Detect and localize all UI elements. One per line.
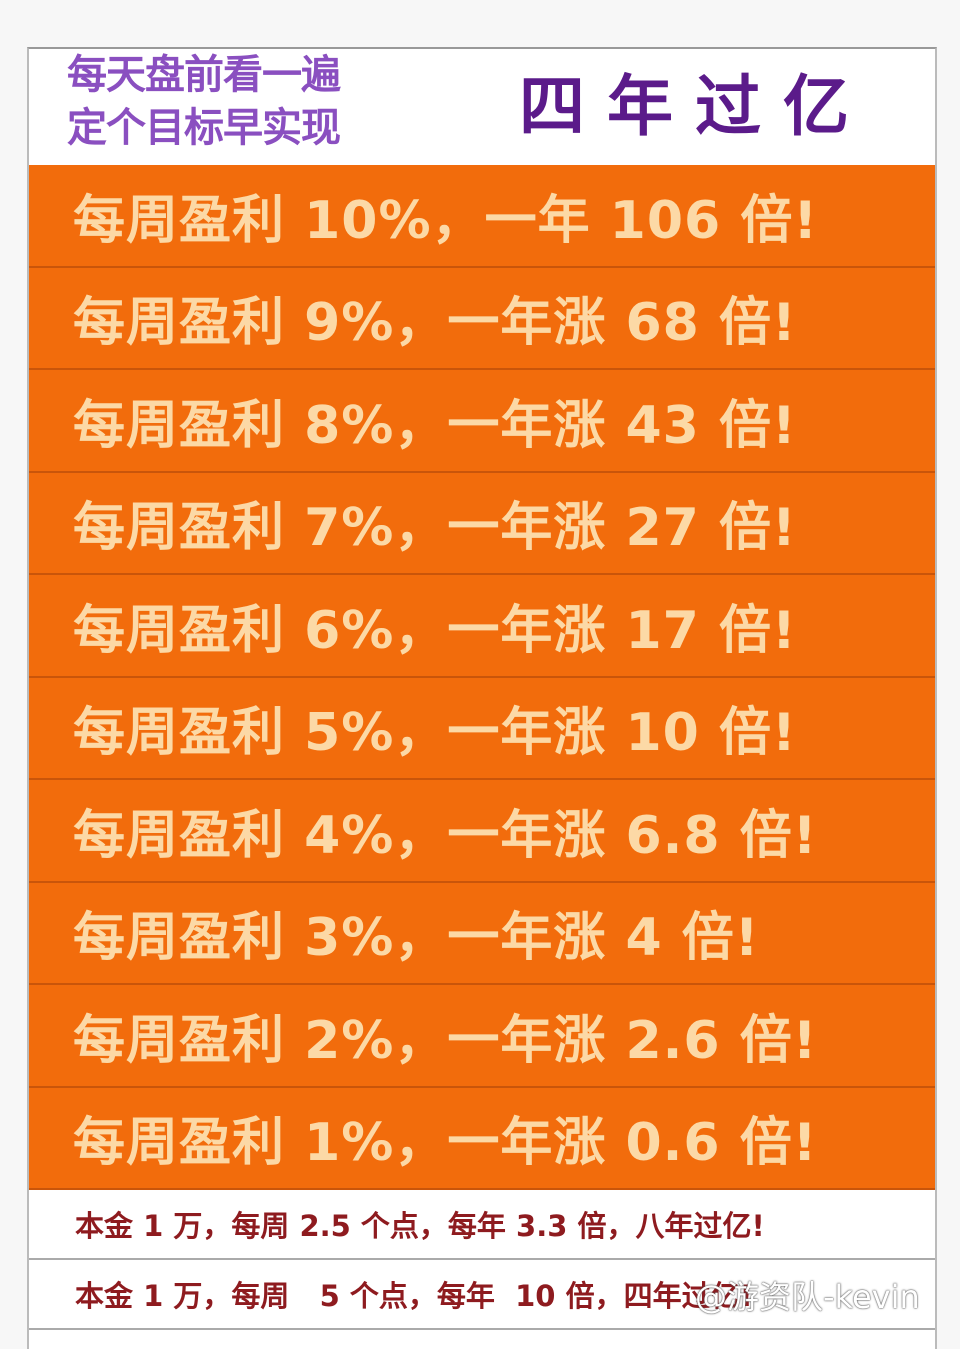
table-row: 每周盈利 2%，一年涨 2.6 倍! bbox=[29, 985, 935, 1088]
watermark: @游资队-kevin bbox=[695, 1278, 920, 1316]
poster-frame: 每天盘前看一遍 定个目标早实现 四年过亿 每周盈利 10%，一年 106 倍! … bbox=[27, 47, 937, 1349]
table-row: 每周盈利 7%，一年涨 27 倍! bbox=[29, 472, 935, 575]
slogan-line-1: 每天盘前看一遍 bbox=[67, 52, 341, 98]
table-row: 每周盈利 9%，一年涨 68 倍! bbox=[29, 267, 935, 370]
poster-header: 每天盘前看一遍 定个目标早实现 四年过亿 bbox=[29, 49, 935, 165]
table-row: 每周盈利 1%，一年涨 0.6 倍! bbox=[29, 1087, 935, 1190]
return-table: 每周盈利 10%，一年 106 倍! 每周盈利 9%，一年涨 68 倍! 每周盈… bbox=[29, 165, 935, 1330]
table-row: 每周盈利 5%，一年涨 10 倍! bbox=[29, 677, 935, 780]
table-row: 每周盈利 6%，一年涨 17 倍! bbox=[29, 575, 935, 678]
table-row: 每周盈利 3%，一年涨 4 倍! bbox=[29, 882, 935, 985]
footer-row: 本金 1 万，每周 5 个点，每年 10 倍，四年过亿! bbox=[29, 1260, 935, 1330]
table-row: 每周盈利 8%，一年涨 43 倍! bbox=[29, 370, 935, 473]
table-row: 每周盈利 4%，一年涨 6.8 倍! bbox=[29, 780, 935, 883]
slogan-line-2: 定个目标早实现 bbox=[67, 105, 341, 151]
table-row: 每周盈利 10%，一年 106 倍! bbox=[29, 165, 935, 268]
headline: 四年过亿 bbox=[519, 68, 871, 145]
slogan: 每天盘前看一遍 定个目标早实现 bbox=[67, 49, 341, 155]
footer-row: 本金 1 万，每周 2.5 个点，每年 3.3 倍，八年过亿! bbox=[29, 1190, 935, 1260]
